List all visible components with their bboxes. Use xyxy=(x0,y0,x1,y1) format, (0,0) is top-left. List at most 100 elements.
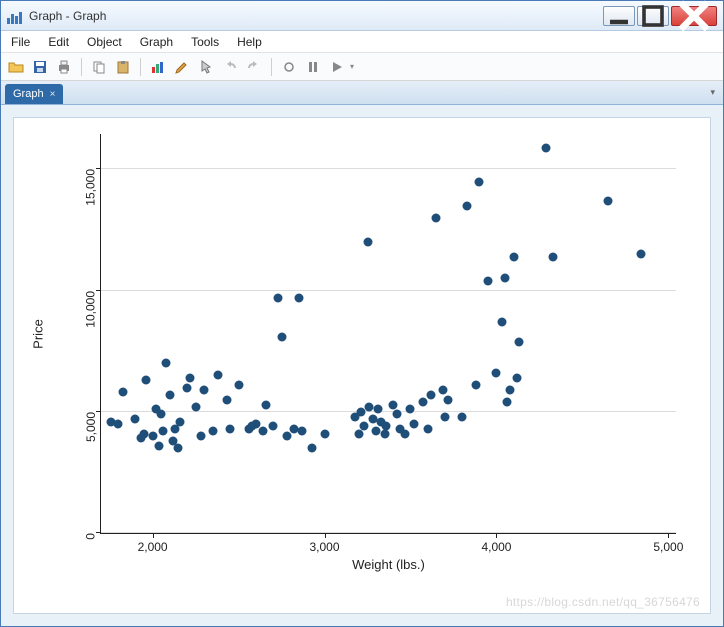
x-tick-label: 5,000 xyxy=(653,540,683,554)
data-point xyxy=(368,415,377,424)
data-point xyxy=(225,424,234,433)
minimize-button[interactable] xyxy=(603,6,635,26)
tab-overflow-icon[interactable]: ▾ xyxy=(710,87,715,98)
menu-object[interactable]: Object xyxy=(87,35,122,49)
data-point xyxy=(458,412,467,421)
y-tick-label: 15,000 xyxy=(84,169,98,206)
copy-icon[interactable] xyxy=(90,58,108,76)
data-point xyxy=(158,427,167,436)
data-point xyxy=(513,373,522,382)
record-icon[interactable] xyxy=(280,58,298,76)
data-point xyxy=(604,196,613,205)
data-point xyxy=(427,390,436,399)
pause-icon[interactable] xyxy=(304,58,322,76)
data-point xyxy=(208,427,217,436)
pointer-icon[interactable] xyxy=(197,58,215,76)
menu-tools[interactable]: Tools xyxy=(191,35,219,49)
print-icon[interactable] xyxy=(55,58,73,76)
data-point xyxy=(483,276,492,285)
data-point xyxy=(262,400,271,409)
data-point xyxy=(372,427,381,436)
data-point xyxy=(289,424,298,433)
data-point xyxy=(497,318,506,327)
data-point xyxy=(182,383,191,392)
y-tick-label: 0 xyxy=(84,533,98,540)
chart-icon[interactable] xyxy=(149,58,167,76)
maximize-button[interactable] xyxy=(637,6,669,26)
data-point xyxy=(382,422,391,431)
graph-canvas[interactable]: Weight (lbs.) Price 2,0003,0004,0005,000… xyxy=(13,117,711,614)
data-point xyxy=(373,405,382,414)
data-point xyxy=(162,359,171,368)
data-point xyxy=(157,410,166,419)
data-point xyxy=(501,274,510,283)
close-button[interactable] xyxy=(671,6,717,26)
data-point xyxy=(475,177,484,186)
data-point xyxy=(258,427,267,436)
data-point xyxy=(234,381,243,390)
window-title: Graph - Graph xyxy=(29,9,106,23)
data-point xyxy=(363,238,372,247)
menubar: File Edit Object Graph Tools Help xyxy=(1,31,723,53)
data-point xyxy=(440,412,449,421)
data-point xyxy=(392,410,401,419)
watermark: https://blog.csdn.net/qq_36756476 xyxy=(506,595,700,609)
data-point xyxy=(401,429,410,438)
data-point xyxy=(119,388,128,397)
data-point xyxy=(191,402,200,411)
menu-help[interactable]: Help xyxy=(237,35,262,49)
gridline xyxy=(101,290,676,291)
data-point xyxy=(423,424,432,433)
data-point xyxy=(200,385,209,394)
data-point xyxy=(409,419,418,428)
x-axis-label: Weight (lbs.) xyxy=(352,557,425,572)
tabbar: Graph × ▾ xyxy=(1,81,723,105)
x-tick-label: 2,000 xyxy=(138,540,168,554)
toolbar-separator xyxy=(271,58,272,76)
data-point xyxy=(176,417,185,426)
data-point xyxy=(406,405,415,414)
data-point xyxy=(131,415,140,424)
menu-edit[interactable]: Edit xyxy=(48,35,69,49)
save-icon[interactable] xyxy=(31,58,49,76)
data-point xyxy=(268,422,277,431)
open-icon[interactable] xyxy=(7,58,25,76)
gridline xyxy=(101,532,676,533)
data-point xyxy=(274,293,283,302)
data-point xyxy=(418,398,427,407)
play-dropdown-icon[interactable]: ▾ xyxy=(350,62,354,71)
data-point xyxy=(636,250,645,259)
x-tick xyxy=(153,533,154,538)
data-point xyxy=(463,201,472,210)
undo-icon[interactable] xyxy=(221,58,239,76)
gridline xyxy=(101,411,676,412)
data-point xyxy=(196,432,205,441)
menu-graph[interactable]: Graph xyxy=(140,35,173,49)
data-point xyxy=(509,252,518,261)
play-icon[interactable] xyxy=(328,58,346,76)
data-point xyxy=(514,337,523,346)
edit-icon[interactable] xyxy=(173,58,191,76)
tab-label: Graph xyxy=(13,88,44,100)
data-point xyxy=(282,432,291,441)
titlebar[interactable]: Graph - Graph xyxy=(1,1,723,31)
data-point xyxy=(320,429,329,438)
data-point xyxy=(549,252,558,261)
data-point xyxy=(294,293,303,302)
paste-icon[interactable] xyxy=(114,58,132,76)
data-point xyxy=(155,441,164,450)
data-point xyxy=(141,376,150,385)
data-point xyxy=(277,332,286,341)
data-point xyxy=(356,407,365,416)
x-tick-label: 3,000 xyxy=(310,540,340,554)
x-tick-label: 4,000 xyxy=(481,540,511,554)
data-point xyxy=(502,398,511,407)
tab-close-icon[interactable]: × xyxy=(50,89,56,100)
redo-icon[interactable] xyxy=(245,58,263,76)
data-point xyxy=(444,395,453,404)
data-point xyxy=(186,373,195,382)
tab-graph[interactable]: Graph × xyxy=(5,84,63,104)
x-tick xyxy=(668,533,669,538)
data-point xyxy=(471,381,480,390)
menu-file[interactable]: File xyxy=(11,35,30,49)
